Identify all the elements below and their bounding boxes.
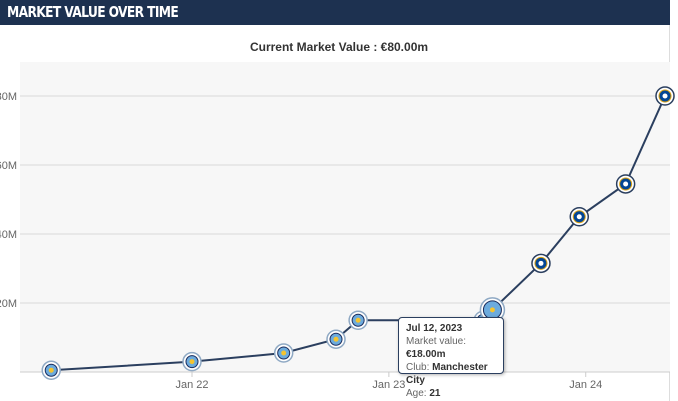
y-tick-label: 60M: [0, 160, 17, 172]
x-tick-label: Jan 23: [372, 379, 405, 391]
tooltip-club-value: Manchester City: [406, 362, 488, 386]
tooltip-mv-label: Market value:: [406, 336, 467, 347]
crest-detail: [489, 307, 495, 313]
crest-detail: [538, 260, 544, 266]
crest-detail: [576, 214, 582, 220]
x-tick-label: Jan 24: [569, 379, 602, 391]
y-tick-label: 40M: [0, 229, 17, 241]
crest-detail: [189, 359, 195, 365]
y-tick-label: 20M: [0, 298, 17, 310]
tooltip-mv-value: €18.00m: [406, 349, 446, 360]
tooltip-club-label: Club:: [406, 362, 433, 373]
x-tick-label: Jan 22: [175, 379, 208, 391]
tooltip-date: Jul 12, 2023: [406, 323, 463, 334]
tooltip-age-label: Age:: [406, 388, 430, 399]
tooltip: Jul 12, 2023 Market value: €18.00m Club:…: [398, 317, 504, 399]
tooltip-age-value: 21: [429, 388, 441, 399]
crest-detail: [48, 367, 54, 373]
crest-detail: [355, 317, 361, 323]
crest-detail: [333, 336, 339, 342]
section-title: MARKET VALUE OVER TIME: [7, 3, 179, 21]
y-tick-label: 80M: [0, 91, 17, 103]
crest-detail: [662, 93, 668, 99]
crest-detail: [623, 181, 629, 187]
chart-subtitle: Current Market Value : €80.00m: [249, 40, 429, 54]
section-header: MARKET VALUE OVER TIME: [0, 0, 670, 25]
crest-detail: [281, 350, 287, 356]
plot-area: [20, 62, 670, 372]
